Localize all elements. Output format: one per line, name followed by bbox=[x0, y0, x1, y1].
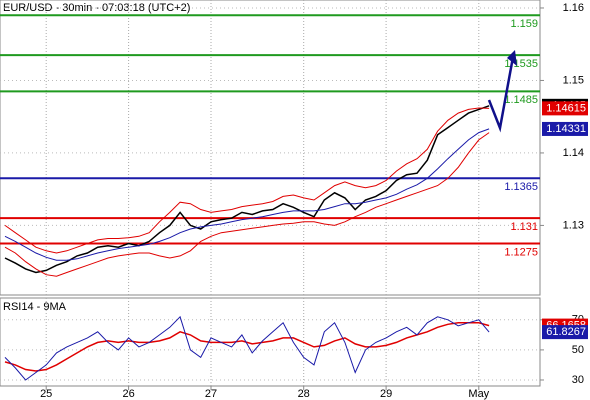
level-label: 1.1275 bbox=[504, 246, 538, 258]
x-tick-label: 29 bbox=[380, 388, 392, 400]
x-tick-label: 27 bbox=[205, 388, 217, 400]
last-value-label: 1.14331 bbox=[546, 123, 586, 135]
x-tick-label: 28 bbox=[298, 388, 310, 400]
series-line bbox=[4, 128, 490, 261]
y-tick-label: 1.16 bbox=[563, 2, 584, 14]
y-tick-label: 1.14 bbox=[563, 147, 584, 159]
y-tick-label: 30 bbox=[572, 374, 584, 386]
x-tick-label: 26 bbox=[122, 388, 134, 400]
level-label: 1.1485 bbox=[504, 94, 538, 106]
series-line bbox=[4, 107, 490, 254]
last-value-label: 61.8267 bbox=[546, 326, 586, 338]
price-panel bbox=[0, 0, 541, 296]
arrow-head bbox=[507, 50, 517, 66]
level-label: 1.1365 bbox=[504, 181, 538, 193]
y-tick-label: 1.15 bbox=[563, 74, 584, 86]
y-tick-label: 50 bbox=[572, 344, 584, 356]
y-tick-label: 1.13 bbox=[563, 219, 584, 231]
projection-arrow bbox=[487, 56, 515, 133]
level-label: 1.131 bbox=[510, 221, 538, 233]
rsi-title: RSI14 - 9MA bbox=[3, 301, 67, 313]
last-value-label: 1.14615 bbox=[546, 102, 586, 114]
series-line bbox=[4, 315, 490, 381]
value-box bbox=[542, 121, 588, 136]
series-line bbox=[4, 132, 490, 277]
value-box bbox=[542, 325, 588, 340]
series-line bbox=[4, 322, 490, 372]
series-line bbox=[4, 105, 490, 274]
x-tick-label: May bbox=[468, 388, 489, 400]
x-tick-label: 25 bbox=[40, 388, 52, 400]
value-box bbox=[542, 101, 588, 116]
rsi-panel bbox=[0, 297, 541, 387]
level-label: 1.159 bbox=[510, 18, 538, 30]
